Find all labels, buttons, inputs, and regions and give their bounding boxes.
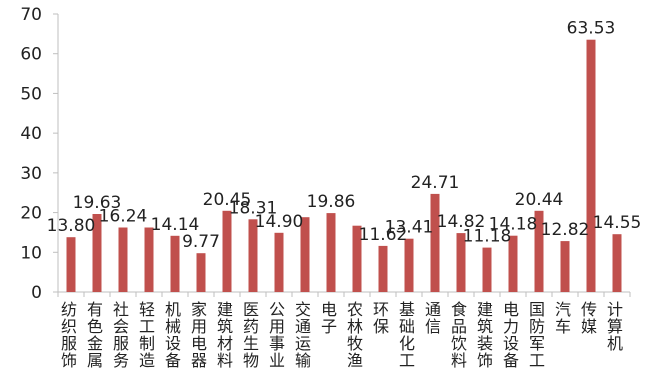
- y-tick-label: 60: [20, 45, 42, 65]
- category-label: 交通运输: [295, 300, 311, 370]
- bar: [352, 225, 362, 292]
- bar: [612, 234, 622, 292]
- data-label: 11.18: [463, 227, 512, 247]
- category-label: 计算机: [607, 300, 623, 353]
- category-label: 食品饮料: [451, 300, 467, 370]
- y-tick-label: 0: [31, 283, 42, 303]
- data-label: 11.62: [359, 225, 408, 245]
- bar: [170, 235, 180, 292]
- category-label: 纺织服饰: [61, 300, 77, 370]
- bar: [404, 238, 414, 292]
- bar: [326, 213, 336, 292]
- bar: [144, 227, 154, 292]
- data-label: 19.86: [307, 192, 356, 212]
- data-label: 14.18: [489, 215, 538, 235]
- category-label: 建筑装饰: [477, 300, 493, 370]
- category-label: 机械设备: [165, 300, 181, 370]
- y-tick-label: 40: [20, 124, 42, 144]
- bar: [560, 241, 570, 292]
- bar: [508, 235, 518, 292]
- category-labels: 纺织服饰有色金属社会服务轻工制造机械设备家用电器建筑材料医药生物公用事业交通运输…: [61, 300, 623, 370]
- y-tick-label: 70: [20, 5, 42, 25]
- category-label: 家用电器: [191, 300, 207, 370]
- category-label: 电力设备: [503, 300, 519, 370]
- bar: [456, 233, 466, 292]
- category-label: 环保: [373, 300, 389, 336]
- bar: [222, 210, 232, 292]
- bar: [66, 237, 76, 292]
- category-label: 基础化工: [399, 300, 415, 370]
- data-label: 63.53: [567, 19, 616, 39]
- bar: [430, 193, 440, 292]
- data-label: 14.14: [151, 215, 200, 235]
- category-label: 公用事业: [269, 300, 285, 370]
- data-label: 24.71: [411, 173, 460, 193]
- bar: [196, 253, 206, 292]
- x-axis: [57, 291, 631, 297]
- category-label: 建筑材料: [217, 300, 233, 370]
- bars: [66, 39, 622, 293]
- category-label: 社会服务: [113, 300, 129, 370]
- category-label: 传媒: [581, 300, 597, 336]
- bar: [118, 227, 128, 292]
- data-label: 14.55: [593, 213, 642, 233]
- category-label: 有色金属: [87, 300, 103, 370]
- category-label: 通信: [425, 300, 441, 336]
- y-tick-label: 20: [20, 204, 42, 224]
- category-label: 医药生物: [243, 300, 259, 370]
- data-label: 19.63: [73, 193, 122, 213]
- bar: [378, 245, 388, 292]
- bar: [534, 210, 544, 292]
- bar: [274, 232, 284, 292]
- bar: [300, 217, 310, 292]
- y-tick-label: 50: [20, 84, 42, 104]
- category-label: 国防军工: [529, 300, 545, 370]
- data-label: 20.44: [515, 190, 564, 210]
- bar: [248, 219, 258, 292]
- data-label: 16.24: [99, 207, 148, 227]
- data-label: 9.77: [182, 232, 220, 252]
- data-label: 18.31: [229, 198, 278, 218]
- bar: [482, 247, 492, 292]
- data-label: 13.80: [47, 216, 96, 236]
- y-tick-label: 10: [20, 243, 42, 263]
- category-label: 汽车: [555, 300, 571, 336]
- data-label: 13.41: [385, 218, 434, 238]
- bar: [586, 39, 596, 293]
- category-label: 农林牧渔: [347, 300, 363, 370]
- data-label: 14.90: [255, 212, 304, 232]
- data-label: 20.45: [203, 190, 252, 210]
- bar: [92, 214, 102, 292]
- y-axis: 0 10 20 30 40 50 60 70: [20, 5, 59, 303]
- data-label: 12.82: [541, 220, 590, 240]
- data-label: 14.82: [437, 212, 486, 232]
- category-label: 电子: [321, 300, 337, 336]
- y-tick-label: 30: [20, 164, 42, 184]
- category-label: 轻工制造: [139, 300, 155, 370]
